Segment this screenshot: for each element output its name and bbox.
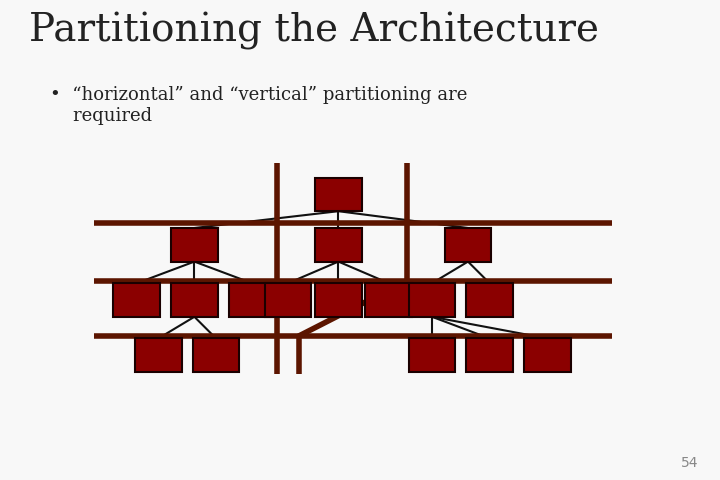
FancyBboxPatch shape xyxy=(467,338,513,372)
FancyBboxPatch shape xyxy=(409,283,456,317)
FancyBboxPatch shape xyxy=(409,338,456,372)
FancyBboxPatch shape xyxy=(229,283,275,317)
Text: •  “horizontal” and “vertical” partitioning are
    required: • “horizontal” and “vertical” partitioni… xyxy=(50,86,468,125)
FancyBboxPatch shape xyxy=(171,228,217,262)
FancyBboxPatch shape xyxy=(467,283,513,317)
Text: 54: 54 xyxy=(681,456,698,470)
FancyBboxPatch shape xyxy=(114,283,160,317)
FancyBboxPatch shape xyxy=(366,283,412,317)
FancyBboxPatch shape xyxy=(265,283,312,317)
FancyBboxPatch shape xyxy=(445,228,492,262)
Text: Partitioning the Architecture: Partitioning the Architecture xyxy=(29,12,599,50)
FancyBboxPatch shape xyxy=(171,283,217,317)
FancyBboxPatch shape xyxy=(192,338,239,372)
FancyBboxPatch shape xyxy=(315,283,361,317)
FancyBboxPatch shape xyxy=(315,178,361,211)
FancyBboxPatch shape xyxy=(524,338,571,372)
FancyBboxPatch shape xyxy=(315,228,361,262)
FancyBboxPatch shape xyxy=(135,338,181,372)
